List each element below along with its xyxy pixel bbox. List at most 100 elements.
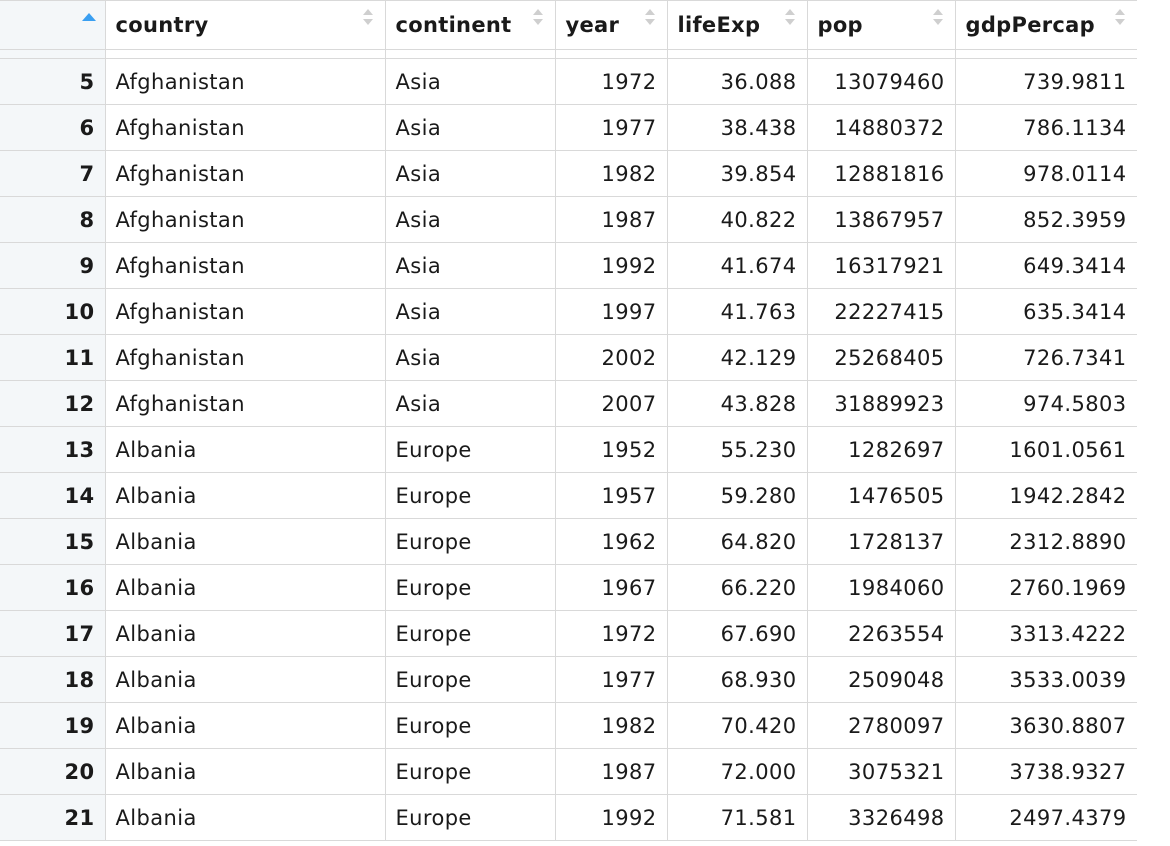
sort-both-icon[interactable] <box>784 9 796 29</box>
cell-gdppercap: 1601.0561 <box>955 426 1138 473</box>
cell-year: 1977 <box>555 104 668 151</box>
cell-year: 1972 <box>555 610 668 657</box>
cell-year: 1967 <box>555 564 668 611</box>
cell-continent: Europe <box>385 426 556 473</box>
cell-pop: 3075321 <box>807 748 956 795</box>
row-index: 19 <box>0 702 106 749</box>
table-row: 6 Afghanistan Asia 1977 38.438 14880372 786.11… <box>0 104 1138 151</box>
column-header-continent[interactable]: continent <box>385 0 556 50</box>
cell-gdppercap: 978.0114 <box>955 150 1138 197</box>
table-row: 18 Albania Europe 1977 68.930 2509048 3533.003… <box>0 656 1138 703</box>
table-row: 5 Afghanistan Asia 1972 36.088 13079460 739.98… <box>0 58 1138 105</box>
cell-gdppercap: 2497.4379 <box>955 794 1138 841</box>
table-row: 16 Albania Europe 1967 66.220 1984060 2760.196… <box>0 564 1138 611</box>
row-index: 5 <box>0 58 106 105</box>
row-index: 21 <box>0 794 106 841</box>
cell-gdppercap: 739.9811 <box>955 58 1138 105</box>
column-header-year[interactable]: year <box>555 0 668 50</box>
cell-year: 1987 <box>555 196 668 243</box>
cell-country: Afghanistan <box>105 334 386 381</box>
cell-year: 1982 <box>555 702 668 749</box>
column-header-country[interactable]: country <box>105 0 386 50</box>
table-row: 9 Afghanistan Asia 1992 41.674 16317921 649.34… <box>0 242 1138 289</box>
cell-country: Albania <box>105 748 386 795</box>
cell-year: 1982 <box>555 150 668 197</box>
cell-pop: 12881816 <box>807 150 956 197</box>
column-header-label: pop <box>817 13 863 37</box>
scroll-offset-row <box>0 49 1138 59</box>
cell-continent: Asia <box>385 380 556 427</box>
column-header-pop[interactable]: pop <box>807 0 956 50</box>
cell-gdppercap: 974.5803 <box>955 380 1138 427</box>
cell-gdppercap: 3630.8807 <box>955 702 1138 749</box>
cell-lifeexp: 41.674 <box>667 242 808 289</box>
header-row: country continent year lifeExp pop <box>0 0 1138 50</box>
cell-lifeexp: 71.581 <box>667 794 808 841</box>
cell-gdppercap: 3313.4222 <box>955 610 1138 657</box>
cell-year: 2007 <box>555 380 668 427</box>
cell-continent: Europe <box>385 564 556 611</box>
cell-gdppercap: 852.3959 <box>955 196 1138 243</box>
cell-lifeexp: 66.220 <box>667 564 808 611</box>
cell-continent: Asia <box>385 288 556 335</box>
column-header-gdppercap[interactable]: gdpPercap <box>955 0 1138 50</box>
cell-lifeexp: 40.822 <box>667 196 808 243</box>
cell-pop: 13079460 <box>807 58 956 105</box>
row-index: 9 <box>0 242 106 289</box>
sort-both-icon[interactable] <box>362 9 374 29</box>
table-row: 17 Albania Europe 1972 67.690 2263554 3313.422… <box>0 610 1138 657</box>
sort-both-icon[interactable] <box>932 9 944 29</box>
table-row: 21 Albania Europe 1992 71.581 3326498 2497.437… <box>0 794 1138 841</box>
cell-continent: Europe <box>385 518 556 565</box>
cell-year: 1972 <box>555 58 668 105</box>
cell-continent: Asia <box>385 104 556 151</box>
row-index: 7 <box>0 150 106 197</box>
cell-year: 1987 <box>555 748 668 795</box>
cell-lifeexp: 39.854 <box>667 150 808 197</box>
table-row: 8 Afghanistan Asia 1987 40.822 13867957 852.39… <box>0 196 1138 243</box>
table-row: 13 Albania Europe 1952 55.230 1282697 1601.056… <box>0 426 1138 473</box>
table-row: 7 Afghanistan Asia 1982 39.854 12881816 978.01… <box>0 150 1138 197</box>
cell-continent: Asia <box>385 58 556 105</box>
cell-country: Albania <box>105 610 386 657</box>
data-table: country continent year lifeExp pop <box>0 0 1138 841</box>
column-header-label: gdpPercap <box>965 13 1095 37</box>
cell-country: Albania <box>105 702 386 749</box>
scroll-gutter[interactable] <box>1137 0 1170 846</box>
sort-both-icon[interactable] <box>1114 9 1126 29</box>
cell-gdppercap: 3533.0039 <box>955 656 1138 703</box>
cell-pop: 2263554 <box>807 610 956 657</box>
column-header-label: lifeExp <box>677 13 761 37</box>
cell-year: 2002 <box>555 334 668 381</box>
row-index: 13 <box>0 426 106 473</box>
cell-pop: 1282697 <box>807 426 956 473</box>
row-index: 18 <box>0 656 106 703</box>
cell-year: 1962 <box>555 518 668 565</box>
cell-gdppercap: 2760.1969 <box>955 564 1138 611</box>
cell-year: 1952 <box>555 426 668 473</box>
cell-pop: 25268405 <box>807 334 956 381</box>
cell-gdppercap: 2312.8890 <box>955 518 1138 565</box>
sort-ascending-icon[interactable] <box>82 13 96 21</box>
column-header-index[interactable] <box>0 0 106 50</box>
cell-country: Albania <box>105 564 386 611</box>
table-row: 10 Afghanistan Asia 1997 41.763 22227415 635.3… <box>0 288 1138 335</box>
row-index: 17 <box>0 610 106 657</box>
column-header-lifeexp[interactable]: lifeExp <box>667 0 808 50</box>
cell-pop: 1728137 <box>807 518 956 565</box>
cell-country: Albania <box>105 794 386 841</box>
cell-lifeexp: 64.820 <box>667 518 808 565</box>
cell-year: 1992 <box>555 242 668 289</box>
cell-country: Albania <box>105 426 386 473</box>
row-index: 14 <box>0 472 106 519</box>
cell-pop: 22227415 <box>807 288 956 335</box>
cell-gdppercap: 635.3414 <box>955 288 1138 335</box>
cell-year: 1992 <box>555 794 668 841</box>
cell-continent: Asia <box>385 242 556 289</box>
sort-both-icon[interactable] <box>532 9 544 29</box>
cell-pop: 1476505 <box>807 472 956 519</box>
cell-country: Albania <box>105 518 386 565</box>
cell-lifeexp: 59.280 <box>667 472 808 519</box>
sort-both-icon[interactable] <box>644 9 656 29</box>
